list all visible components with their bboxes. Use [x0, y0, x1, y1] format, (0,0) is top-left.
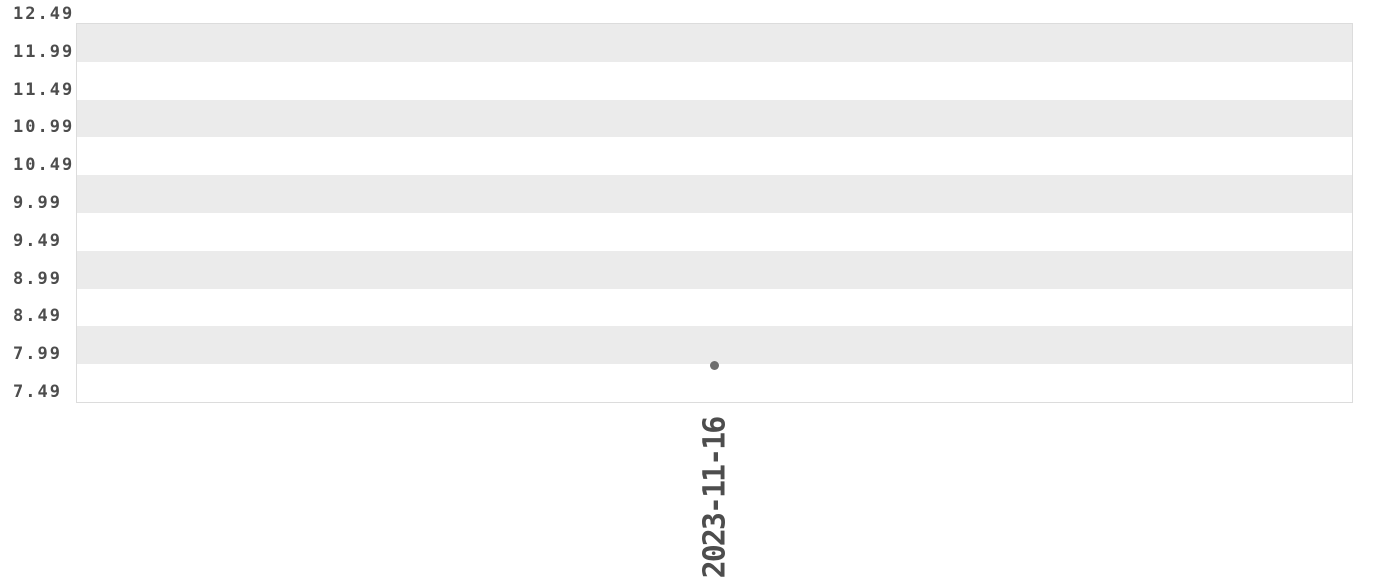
- y-tick-label: 8.49: [13, 306, 62, 327]
- data-point[interactable]: [710, 361, 719, 371]
- grid-band: [77, 288, 1352, 327]
- y-tick-label: 8.99: [13, 268, 62, 289]
- y-tick-label: 10.49: [13, 155, 75, 176]
- grid-band: [77, 61, 1352, 100]
- y-tick-label: 9.99: [13, 193, 62, 213]
- grid-band: [77, 24, 1352, 62]
- grid-band: [77, 137, 1352, 176]
- y-tick-label: 12.49: [13, 4, 75, 24]
- y-tick-label: 11.49: [13, 79, 75, 100]
- grid-band: [77, 99, 1352, 138]
- y-tick-label: 11.99: [13, 41, 75, 62]
- y-tick-label: 7.99: [13, 344, 62, 365]
- x-tick-label: 2023-11-16: [697, 417, 732, 579]
- grid-band: [77, 250, 1352, 289]
- grid-band: [77, 326, 1352, 365]
- plot-area: [76, 23, 1353, 403]
- grid-band: [77, 364, 1352, 402]
- y-tick-label: 10.99: [13, 117, 75, 138]
- y-tick-label: 7.49: [13, 382, 62, 402]
- grid-band: [77, 175, 1352, 213]
- y-tick-label: 9.49: [13, 230, 62, 251]
- grid-band: [77, 213, 1352, 251]
